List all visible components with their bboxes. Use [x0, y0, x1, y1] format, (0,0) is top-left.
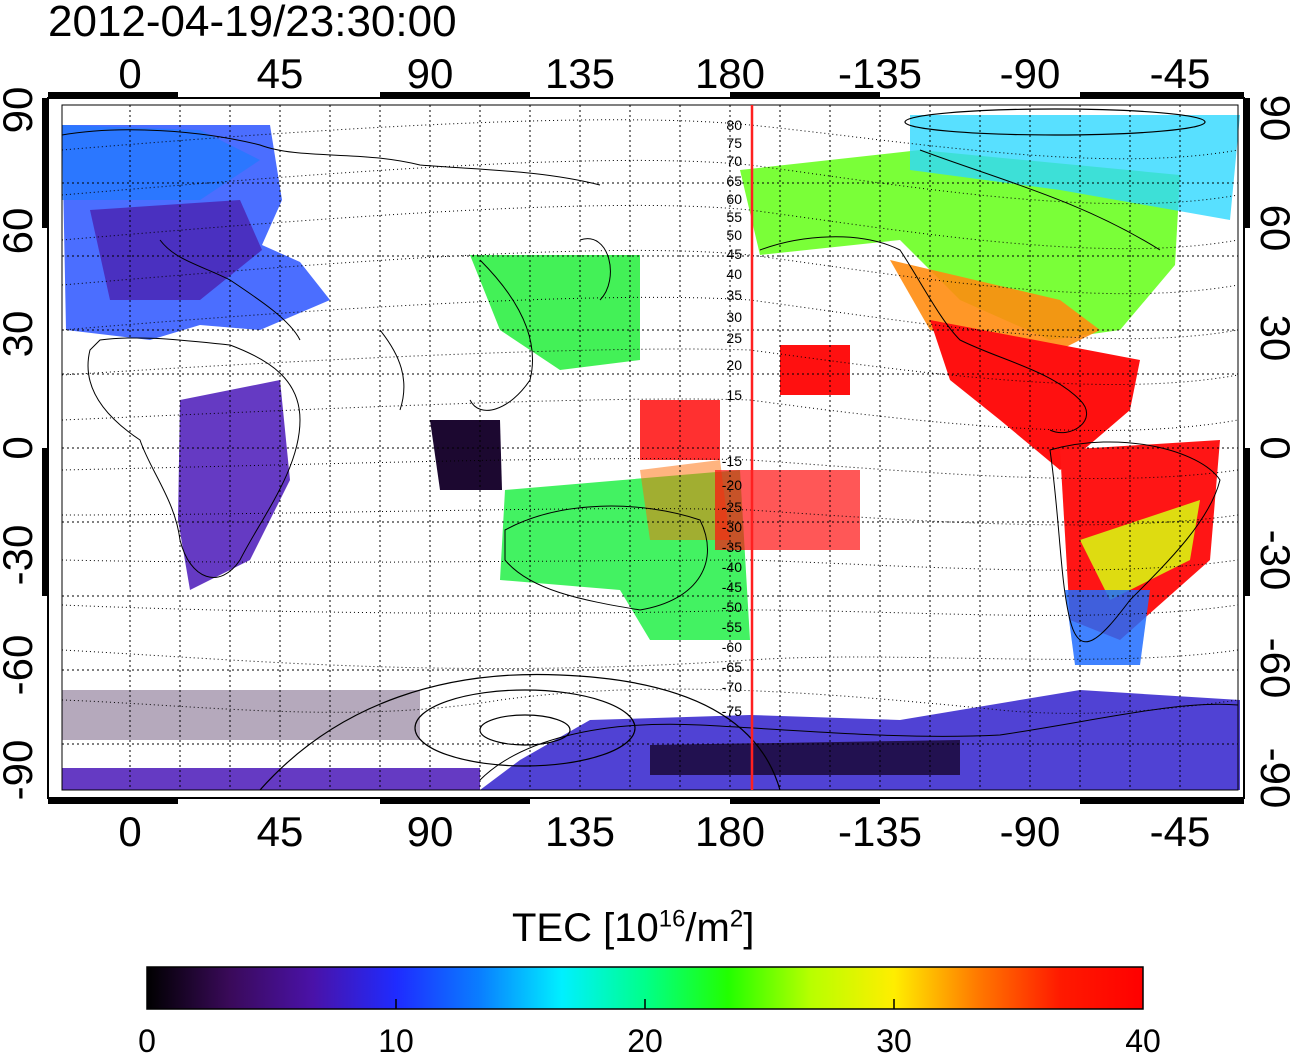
lat-right-label: 30	[1252, 315, 1292, 362]
colorbar-title-main: TEC [10	[512, 906, 659, 950]
magnetic-lat-label: 35	[726, 287, 742, 303]
tec-region-scandinavia	[62, 125, 260, 200]
tec-region-north-america	[740, 150, 1180, 340]
tec-region-southern-ocean	[62, 690, 420, 740]
lon-bottom-label: 135	[545, 808, 615, 855]
tec-region-arctic	[910, 115, 1240, 220]
magnetic-lat-label: 70	[726, 153, 742, 169]
magnetic-lat-label: -30	[722, 519, 742, 535]
lon-bottom-label: -45	[1150, 808, 1211, 855]
lon-top-label: 180	[695, 50, 765, 97]
magnetic-lat-label: 20	[726, 357, 742, 373]
tec-region-indonesia	[430, 420, 502, 490]
tec-region-africa	[178, 380, 290, 590]
lon-top-label: -135	[838, 50, 922, 97]
lon-top-labels: 0 45 90 135 180 -135 -90 -45	[118, 50, 1210, 97]
magnetic-lat-label: 50	[726, 227, 742, 243]
magnetic-lat-label: -70	[722, 679, 742, 695]
colorbar-title-unit: /m	[685, 906, 730, 950]
tec-region-central-america	[930, 320, 1140, 470]
lat-left-label: -60	[0, 635, 41, 696]
lat-left-label: -90	[0, 740, 41, 801]
magnetic-lat-label: 75	[726, 135, 742, 151]
lon-top-label: 90	[407, 50, 454, 97]
magnetic-lat-label: 60	[726, 191, 742, 207]
magnetic-latitude-contours	[61, 119, 1239, 714]
magnetic-lat-label: -20	[722, 477, 742, 493]
colorbar-title-exponent2: 2	[729, 905, 744, 933]
colorbar-ticks	[395, 999, 895, 1009]
axis-black-bars	[42, 92, 1250, 804]
magnetic-pole-contours	[259, 108, 1206, 791]
lat-right-label: -90	[1252, 748, 1292, 809]
lon-top-label: 0	[118, 50, 141, 97]
lat-left-label: 60	[0, 208, 41, 255]
tec-region-north-america-orange	[890, 260, 1100, 360]
magnetic-lat-label: 40	[726, 266, 742, 282]
tec-region-australia-east	[640, 460, 730, 540]
magnetic-lat-label: -40	[722, 559, 742, 575]
colorbar-tick-label: 20	[627, 1023, 663, 1057]
magnetic-lat-label: 55	[726, 209, 742, 225]
lat-left-labels: 90 60 30 0 -30 -60 -90	[0, 87, 41, 801]
lon-bottom-label: -90	[1000, 808, 1061, 855]
lon-bottom-label: 45	[257, 808, 304, 855]
lat-right-labels: 90 60 30 0 -30 -60 -90	[1252, 95, 1292, 809]
colorbar-title-end: ]	[743, 906, 755, 950]
tec-data-layer	[62, 115, 1240, 790]
magnetic-lat-label: -25	[722, 499, 742, 515]
lat-right-label: -30	[1252, 530, 1292, 591]
magnetic-lat-label: -45	[722, 579, 742, 595]
lat-right-label: -60	[1252, 638, 1292, 699]
lon-bottom-label: -135	[838, 808, 922, 855]
lon-top-label: -90	[1000, 50, 1061, 97]
magnetic-lat-label: -60	[722, 639, 742, 655]
lat-left-label: 30	[0, 311, 41, 358]
colorbar-tick-labels: 0 10 20 30 40	[138, 1023, 1161, 1057]
magnetic-lat-label: 15	[726, 387, 742, 403]
magnetic-lat-label: -50	[722, 599, 742, 615]
lat-right-label: 90	[1252, 95, 1292, 142]
lon-bottom-labels: 0 45 90 135 180 -135 -90 -45	[118, 808, 1210, 855]
colorbar-tick-label: 30	[876, 1023, 912, 1057]
magnetic-lat-label: 30	[726, 309, 742, 325]
coastlines	[61, 129, 1239, 781]
tec-region-south-america-yellow	[1080, 500, 1200, 600]
magnetic-lat-label: -35	[722, 539, 742, 555]
colorbar-tick-label: 10	[378, 1023, 414, 1057]
tec-region-east-asia	[470, 255, 640, 370]
magnetic-lat-labels: 80 75 70 65 60 55 50 45 40 35 30 25 20 15 -15 -20 -25 -30…	[722, 117, 742, 719]
lon-top-label: -45	[1150, 50, 1211, 97]
lon-top-label: 45	[257, 50, 304, 97]
lat-right-label: 60	[1252, 205, 1292, 252]
colorbar-tick-label: 40	[1125, 1023, 1161, 1057]
magnetic-lat-label: 65	[726, 173, 742, 189]
magnetic-lat-label: -55	[722, 619, 742, 635]
lat-left-label: -30	[0, 525, 41, 586]
magnetic-lat-label: 80	[726, 117, 742, 133]
colorbar-tick-label: 0	[138, 1023, 156, 1057]
tec-region-antarctica-dark	[650, 740, 960, 775]
magnetic-lat-label: 25	[726, 330, 742, 346]
lon-top-label: 135	[545, 50, 615, 97]
lon-bottom-label: 0	[118, 808, 141, 855]
lat-left-label: 90	[0, 87, 41, 134]
magnetic-lat-label: -15	[722, 453, 742, 469]
magnetic-lat-label: -75	[722, 703, 742, 719]
magnetic-lat-label: 45	[726, 246, 742, 262]
magnetic-lat-label: -65	[722, 659, 742, 675]
lon-bottom-label: 180	[695, 808, 765, 855]
timestamp-title: 2012-04-19/23:30:00	[48, 0, 457, 46]
lat-right-label: 0	[1252, 436, 1292, 459]
colorbar	[146, 966, 1144, 1010]
colorbar-title-exponent: 16	[658, 905, 686, 933]
colorbar-title: TEC [1016/m2]	[512, 904, 754, 952]
tec-region-pacific-north	[780, 345, 850, 395]
lon-bottom-label: 90	[407, 808, 454, 855]
lat-left-label: 0	[0, 436, 41, 459]
